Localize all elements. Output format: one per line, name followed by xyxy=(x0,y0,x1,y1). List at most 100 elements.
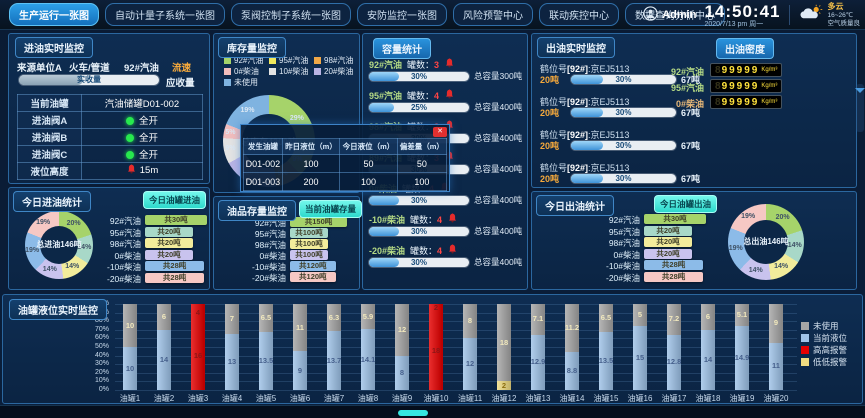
panel-stock: 油品存量监控 当前油罐存量 92#汽油 共150吨 95#汽油 共100吨 98#汽油共… xyxy=(213,196,363,290)
led-unit: Kg/m³ xyxy=(761,83,778,89)
gridline xyxy=(115,364,797,366)
hose-capacity-label: 67吨 xyxy=(681,108,701,118)
tank-bar: 14 6 xyxy=(157,304,171,390)
tank-current-value: 12.8 xyxy=(666,357,682,367)
tank-unused-value: 6.5 xyxy=(600,312,612,322)
tank-current-value: 13 xyxy=(227,357,237,367)
capacity-product-label: -20#柴油 xyxy=(369,246,406,256)
y-axis-tick: 10% xyxy=(94,377,109,385)
nav-tab[interactable]: 泵阀控制子系统一张图 xyxy=(231,3,351,26)
tank-current-segment xyxy=(599,331,613,390)
capacity-total-label: 总容量300吨 xyxy=(474,71,523,81)
today-tank-outflow-button[interactable]: 今日油罐出油 xyxy=(654,195,718,213)
legend-swatch-icon xyxy=(269,57,276,64)
tank-current-segment xyxy=(123,347,137,390)
hose-loaded-label: 20吨 xyxy=(540,174,560,184)
donut-seg-label: 14% xyxy=(65,263,80,271)
gridline xyxy=(115,390,797,391)
tank-bar: 14 6 xyxy=(701,304,715,390)
tank-bar: 12.8 7.2 xyxy=(667,304,681,390)
tank-unused-value: 6 xyxy=(705,311,711,321)
led-unit: Kg/m³ xyxy=(761,99,778,105)
donut-seg-label: 20% xyxy=(66,219,81,227)
intake-row-label: 进油阀A xyxy=(17,111,82,129)
hose-position-label: 鹤位号[92#]:京EJ5113 xyxy=(540,130,630,140)
footer-handle[interactable] xyxy=(398,410,428,416)
progress-fill xyxy=(369,195,399,205)
intake-table-row: 进油阀C 全开 xyxy=(17,145,203,163)
intake-row-value: 15m xyxy=(81,162,203,180)
outflow-density-button[interactable]: 出油密度 xyxy=(716,38,774,59)
legend-item-amount: 共28吨 xyxy=(145,261,205,271)
nav-tab[interactable]: 风险预警中心 xyxy=(453,3,533,26)
stock-item-amount: 共100吨 xyxy=(290,250,328,260)
admin-user[interactable]: Admin xyxy=(643,6,696,24)
today-tank-intake-button[interactable]: 今日油罐进油 xyxy=(143,191,207,209)
capacity-row-header: 92#汽油 罐数：3 xyxy=(369,58,458,71)
tank-unused-segment xyxy=(633,304,647,326)
donut-seg-label: 14% xyxy=(748,266,763,274)
tank-unused-segment xyxy=(701,304,715,330)
panel-intake-stats: 今日进油统计 今日油罐进油 总进油146吨 20% 14% 14% 14% 19% 19% … xyxy=(8,187,210,290)
tank-bar: 18 2 xyxy=(429,303,443,390)
tank-name-label: 油罐2 xyxy=(153,394,175,403)
tank-name-label: 油罐3 xyxy=(187,394,209,403)
deviation-cell: D01-002 xyxy=(243,154,283,173)
capacity-title-button[interactable]: 容量统计 xyxy=(373,38,431,59)
intake-table-row: 当前油罐 汽油储罐D01-002 xyxy=(17,94,203,112)
hose-progress-row: 20吨 30% 67吨 xyxy=(540,172,700,185)
hose-progressbar: 30% xyxy=(571,108,676,117)
tank-current-value: 8 xyxy=(399,367,405,377)
gridline xyxy=(115,372,797,374)
tank-name-label: 油罐7 xyxy=(323,394,345,403)
tank-bar: 13 7 xyxy=(225,304,239,390)
nav-tab[interactable]: 生产运行一张图 xyxy=(9,3,99,26)
legend-label: 未使用 xyxy=(813,321,839,331)
tank-bar: 12.9 7.1 xyxy=(531,304,545,390)
tank-unused-segment xyxy=(157,304,171,330)
gridline xyxy=(115,304,797,305)
inventory-legend-item: 未使用 xyxy=(224,77,258,88)
nav-tab[interactable]: 自动计量子系统一张图 xyxy=(105,3,225,26)
scroll-down-icon[interactable] xyxy=(855,88,865,98)
tank-unused-segment xyxy=(225,304,239,335)
deviation-data-row: D01-003 200 100 100 xyxy=(243,172,448,191)
hose-loaded-label: 20吨 xyxy=(540,141,560,151)
donut-hole xyxy=(40,226,78,264)
deviation-header-cell: 发生油罐 xyxy=(243,138,283,155)
deviation-cell: 50 xyxy=(396,154,448,173)
y-axis-tick: 30% xyxy=(94,360,109,368)
tank-name-label: 油罐13 xyxy=(525,394,551,403)
inventory-legend-item: 98#汽油 xyxy=(314,55,353,66)
section-title-outflow-stats: 今日出油统计 xyxy=(536,195,614,216)
current-tank-stock-button[interactable]: 当前油罐存量 xyxy=(299,200,363,218)
tank-unused-segment xyxy=(191,304,205,322)
scrollbar[interactable] xyxy=(855,84,865,132)
tank-unused-value: 18 xyxy=(499,337,509,347)
tank-unused-segment xyxy=(293,304,307,352)
section-title-inventory: 库存量监控 xyxy=(218,37,286,58)
legend-label: 0#柴油 xyxy=(234,67,259,76)
legend-item-label: 95#汽油 xyxy=(109,227,141,238)
deviation-cell: D01-003 xyxy=(243,172,283,191)
tank-current-segment xyxy=(565,352,579,390)
legend-swatch-icon xyxy=(801,322,809,330)
intake-row-value: 汽油储罐D01-002 xyxy=(81,94,203,112)
tank-bar: 8.8 11.2 xyxy=(565,304,579,390)
tank-current-segment xyxy=(701,329,715,390)
tank-name-label: 油罐17 xyxy=(661,394,687,403)
tank-bar: 16 4 xyxy=(191,304,205,390)
nav-tab[interactable]: 联动疾控中心 xyxy=(539,3,619,26)
nav-tab[interactable]: 安防监控一张图 xyxy=(357,3,447,26)
capacity-product-label: 92#汽油 xyxy=(369,60,403,70)
tank-legend-item: 高高报警 xyxy=(801,344,847,356)
tank-unused-value: 7.1 xyxy=(532,314,544,324)
tank-unused-segment xyxy=(769,304,783,343)
tank-current-value: 8.8 xyxy=(566,366,578,376)
tank-name-label: 油罐1 xyxy=(119,394,141,403)
tank-unused-value: 7 xyxy=(229,314,235,324)
footer-bar xyxy=(0,405,865,418)
tank-unused-value: 5 xyxy=(637,309,643,319)
tank-name-label: 油罐14 xyxy=(559,394,585,403)
popup-close-button[interactable]: ✕ xyxy=(433,127,447,137)
